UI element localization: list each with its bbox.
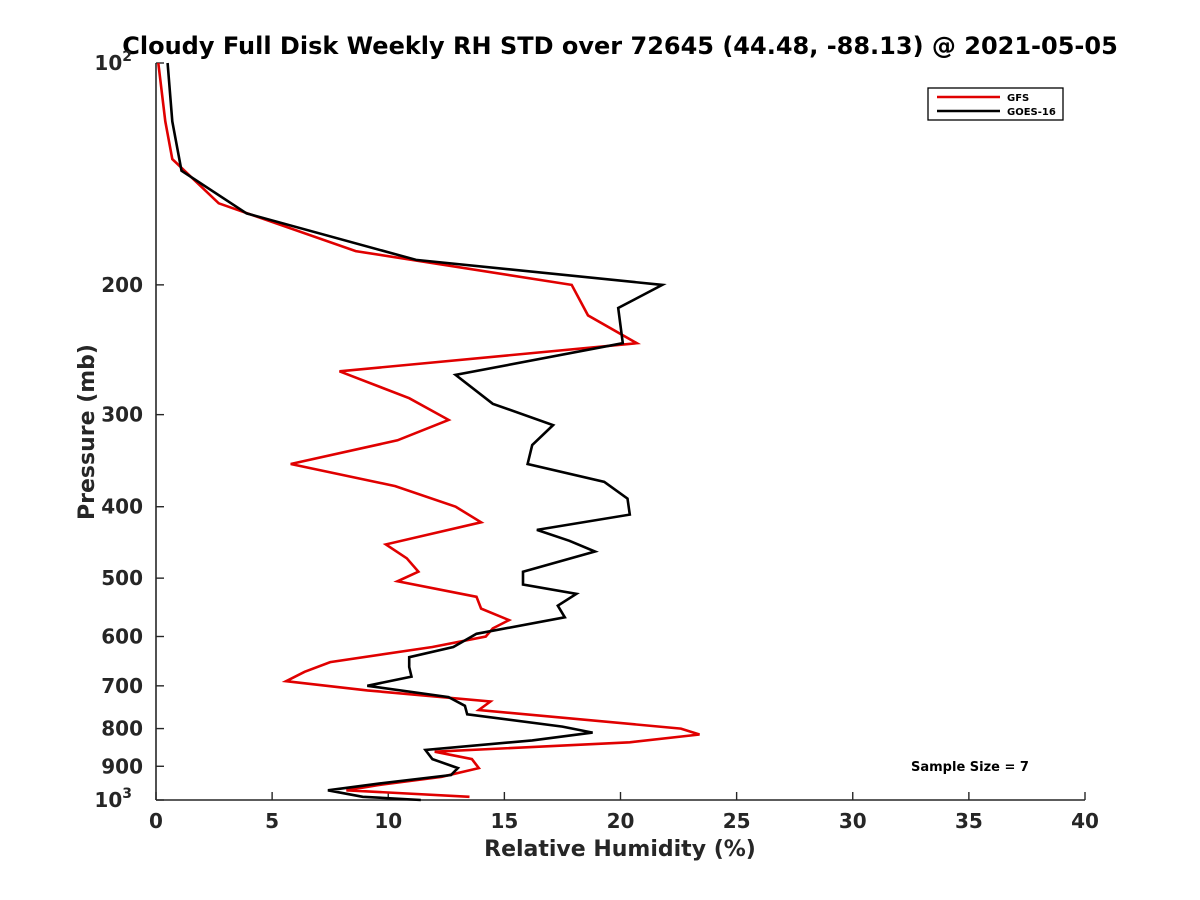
x-axis-label: Relative Humidity (%)	[484, 837, 756, 862]
y-tick-base: 10	[94, 788, 122, 812]
y-tick-base: 10	[94, 51, 122, 75]
y-tick-base: 900	[101, 754, 143, 778]
y-tick-exponent: 3	[122, 786, 132, 802]
x-tick-label: 40	[1071, 809, 1099, 833]
legend-box	[927, 87, 1064, 121]
y-tick-base: 700	[101, 674, 143, 698]
x-tick-label: 5	[265, 809, 279, 833]
y-tick-base: 400	[101, 495, 143, 519]
y-tick-label: 300	[101, 403, 143, 427]
legend: GFS GOES-16	[927, 87, 1064, 121]
y-tick-label: 500	[101, 566, 143, 590]
plot-area: 0 5 10 15 20 25 30 35 40 10220030040050060070080…	[94, 49, 1099, 833]
chart-title: Cloudy Full Disk Weekly RH STD over 7264…	[122, 32, 1118, 60]
series-line-gfs	[157, 62, 700, 799]
x-tick-label: 30	[839, 809, 867, 833]
y-tick-base: 500	[101, 566, 143, 590]
y-tick-label: 900	[101, 754, 143, 778]
x-tick-label: 0	[149, 809, 163, 833]
y-tick-label: 200	[101, 273, 143, 297]
y-tick-exponent: 2	[122, 49, 132, 65]
y-tick-base: 200	[101, 273, 143, 297]
y-tick-label: 400	[101, 495, 143, 519]
y-tick-label: 103	[94, 786, 132, 812]
x-tick-label: 15	[490, 809, 518, 833]
sample-size-annotation: Sample Size = 7	[911, 760, 1029, 775]
y-tick-label: 102	[94, 49, 132, 75]
legend-label-gfs: GFS	[1007, 93, 1029, 104]
x-tick-label: 25	[723, 809, 751, 833]
y-tick-base: 800	[101, 717, 143, 741]
x-tick-label: 35	[955, 809, 983, 833]
series-line-goes-16	[166, 62, 667, 802]
series-layer	[157, 62, 700, 802]
legend-label-goes-16: GOES-16	[1007, 107, 1056, 118]
y-axis-label: Pressure (mb)	[75, 344, 100, 520]
y-tick-label: 800	[101, 717, 143, 741]
y-tick-base: 300	[101, 403, 143, 427]
y-tick-label: 700	[101, 674, 143, 698]
x-tick-label: 20	[607, 809, 635, 833]
x-axis-ticks: 0 5 10 15 20 25 30 35 40	[149, 792, 1099, 833]
x-tick-label: 10	[374, 809, 402, 833]
y-tick-label: 600	[101, 624, 143, 648]
y-tick-base: 600	[101, 624, 143, 648]
